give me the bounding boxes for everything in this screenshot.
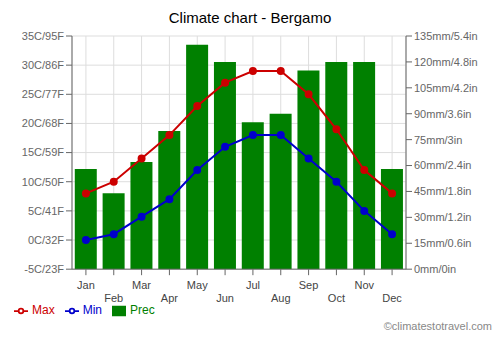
svg-text:0mm/0in: 0mm/0in — [414, 263, 456, 275]
svg-text:Jan: Jan — [77, 279, 95, 291]
svg-text:Mar: Mar — [132, 279, 151, 291]
svg-text:105mm/4.2in: 105mm/4.2in — [414, 82, 478, 94]
svg-text:75mm/3in: 75mm/3in — [414, 134, 462, 146]
svg-text:135mm/5.4in: 135mm/5.4in — [414, 30, 478, 42]
html-text:Min: Min — [82, 303, 102, 318]
svg-text:Oct: Oct — [328, 292, 345, 304]
svg-text:90mm/3.6in: 90mm/3.6in — [414, 108, 471, 120]
svg-text:Jul: Jul — [246, 279, 260, 291]
html-text:Climate chart - Bergamo: Climate chart - Bergamo — [168, 9, 332, 26]
html-text:Max: Max — [32, 303, 55, 318]
svg-text:5C/41F: 5C/41F — [28, 205, 64, 217]
svg-text:0C/32F: 0C/32F — [28, 234, 64, 246]
svg-text:30mm/1.2in: 30mm/1.2in — [414, 211, 471, 223]
svg-text:-5C/23F: -5C/23F — [24, 263, 64, 275]
svg-text:15C/59F: 15C/59F — [22, 146, 64, 158]
svg-text:25C/77F: 25C/77F — [22, 88, 64, 100]
svg-text:Dec: Dec — [382, 292, 402, 304]
svg-text:Jun: Jun — [216, 292, 234, 304]
svg-text:30C/86F: 30C/86F — [22, 59, 64, 71]
html-text:©climatestotravel.com: ©climatestotravel.com — [383, 320, 492, 332]
svg-text:60mm/2.4in: 60mm/2.4in — [414, 159, 471, 171]
svg-text:Aug: Aug — [271, 292, 291, 304]
html-text:Prec: Prec — [130, 303, 155, 318]
svg-text:35C/95F: 35C/95F — [22, 30, 64, 42]
svg-text:15mm/0.6in: 15mm/0.6in — [414, 237, 471, 249]
svg-text:Apr: Apr — [161, 292, 178, 304]
svg-text:Feb: Feb — [104, 292, 123, 304]
svg-text:Sep: Sep — [299, 279, 319, 291]
svg-text:20C/68F: 20C/68F — [22, 117, 64, 129]
svg-text:45mm/1.8in: 45mm/1.8in — [414, 185, 471, 197]
svg-text:10C/50F: 10C/50F — [22, 176, 64, 188]
svg-text:120mm/4.8in: 120mm/4.8in — [414, 56, 478, 68]
svg-text:Nov: Nov — [354, 279, 374, 291]
svg-text:May: May — [187, 279, 208, 291]
